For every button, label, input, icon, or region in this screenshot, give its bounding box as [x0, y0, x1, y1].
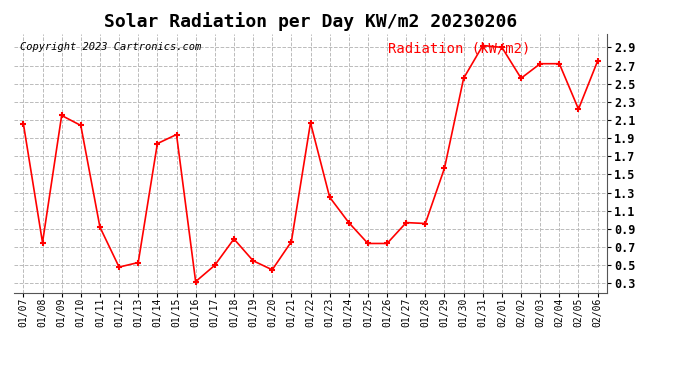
Text: Radiation (kW/m2): Radiation (kW/m2): [388, 42, 530, 56]
Title: Solar Radiation per Day KW/m2 20230206: Solar Radiation per Day KW/m2 20230206: [104, 12, 517, 31]
Text: Copyright 2023 Cartronics.com: Copyright 2023 Cartronics.com: [20, 42, 201, 51]
